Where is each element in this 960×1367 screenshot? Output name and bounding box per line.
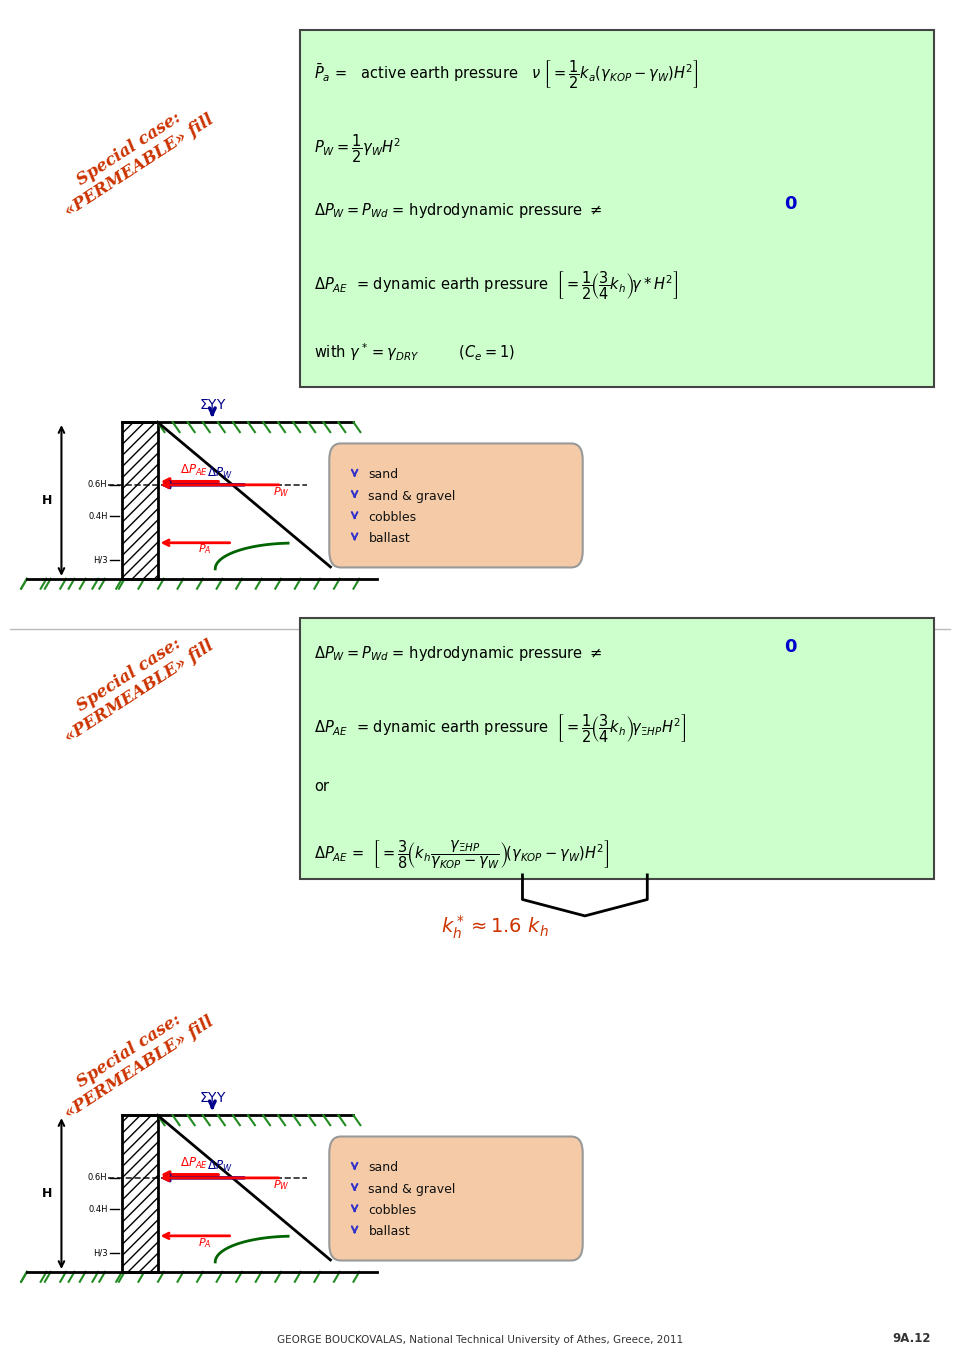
Text: $\Delta P_{AE}$  = dynamic earth pressure  $\left[=\dfrac{1}{2}\!\left(\dfrac{3}: $\Delta P_{AE}$ = dynamic earth pressure… xyxy=(314,269,679,302)
FancyBboxPatch shape xyxy=(329,443,583,567)
Text: H/3: H/3 xyxy=(93,1248,108,1258)
Text: $\Delta P_W$: $\Delta P_W$ xyxy=(206,466,232,481)
Text: GEORGE BOUCKOVALAS, National Technical University of Athes, Greece, 2011: GEORGE BOUCKOVALAS, National Technical U… xyxy=(276,1336,684,1345)
Text: with $\gamma^* = \gamma_{DRY}$         $(C_e = 1)$: with $\gamma^* = \gamma_{DRY}$ $(C_e = 1… xyxy=(314,342,515,364)
Text: $P_A$: $P_A$ xyxy=(198,1236,211,1249)
Text: $\Delta P_{AE}$ =  $\left[=\dfrac{3}{8}\!\left(k_h\dfrac{\gamma_{\Xi HP}}{\gamma: $\Delta P_{AE}$ = $\left[=\dfrac{3}{8}\!… xyxy=(314,838,610,871)
Text: $P_A$: $P_A$ xyxy=(198,543,211,556)
Text: $\mathbf{0}$: $\mathbf{0}$ xyxy=(784,638,798,656)
Text: H/3: H/3 xyxy=(93,555,108,565)
Text: Special case:
«PERMEABLE» fill: Special case: «PERMEABLE» fill xyxy=(52,94,217,220)
Text: 0.4H: 0.4H xyxy=(88,1204,108,1214)
FancyBboxPatch shape xyxy=(300,30,934,387)
Text: ballast: ballast xyxy=(369,532,410,545)
Text: sand & gravel: sand & gravel xyxy=(369,489,456,503)
Text: sand: sand xyxy=(369,469,398,481)
Text: $\Delta P_{AE}$: $\Delta P_{AE}$ xyxy=(180,463,207,478)
Text: H: H xyxy=(42,1187,52,1200)
Text: $\bar{P}_a$ =   active earth pressure   $\nu$ $\left[=\dfrac{1}{2}k_a(\gamma_{KO: $\bar{P}_a$ = active earth pressure $\nu… xyxy=(314,59,699,92)
Text: $\Sigma\Upsilon\Upsilon$: $\Sigma\Upsilon\Upsilon$ xyxy=(199,398,227,413)
Text: $P_W = \dfrac{1}{2}\gamma_W H^2$: $P_W = \dfrac{1}{2}\gamma_W H^2$ xyxy=(314,133,401,165)
Text: sand & gravel: sand & gravel xyxy=(369,1182,456,1196)
Text: $P_W$: $P_W$ xyxy=(273,485,290,499)
Text: $P_W$: $P_W$ xyxy=(273,1178,290,1192)
Text: $\Delta P_{AE}$  = dynamic earth pressure  $\left[=\dfrac{1}{2}\!\left(\dfrac{3}: $\Delta P_{AE}$ = dynamic earth pressure… xyxy=(314,712,686,745)
Text: sand: sand xyxy=(369,1162,398,1174)
FancyBboxPatch shape xyxy=(329,1136,583,1260)
Text: $\mathbf{0}$: $\mathbf{0}$ xyxy=(784,195,798,213)
Text: $k_h^* \approx 1.6\ k_h$: $k_h^* \approx 1.6\ k_h$ xyxy=(441,913,548,940)
Text: 9A.12: 9A.12 xyxy=(893,1331,931,1345)
Text: or: or xyxy=(314,779,329,794)
Bar xyxy=(122,1115,157,1271)
Text: H: H xyxy=(42,493,52,507)
Text: 0.6H: 0.6H xyxy=(88,1173,108,1182)
Text: 0.6H: 0.6H xyxy=(88,480,108,489)
Bar xyxy=(122,422,157,578)
Text: cobbles: cobbles xyxy=(369,511,417,524)
Text: ballast: ballast xyxy=(369,1225,410,1239)
Text: $\Delta P_W = P_{Wd}$ = hydrodynamic pressure $\neq$: $\Delta P_W = P_{Wd}$ = hydrodynamic pre… xyxy=(314,644,607,663)
Text: cobbles: cobbles xyxy=(369,1204,417,1217)
Text: Special case:
«PERMEABLE» fill: Special case: «PERMEABLE» fill xyxy=(52,997,217,1122)
Text: $\Delta P_W$: $\Delta P_W$ xyxy=(206,1159,232,1174)
Text: Special case:
«PERMEABLE» fill: Special case: «PERMEABLE» fill xyxy=(52,621,217,746)
Text: 0.4H: 0.4H xyxy=(88,511,108,521)
Text: $\Delta P_{AE}$: $\Delta P_{AE}$ xyxy=(180,1156,207,1172)
Text: $\Sigma\Upsilon\Upsilon$: $\Sigma\Upsilon\Upsilon$ xyxy=(199,1091,227,1106)
Text: $\Delta P_W = P_{Wd}$ = hydrodynamic pressure $\neq$: $\Delta P_W = P_{Wd}$ = hydrodynamic pre… xyxy=(314,201,607,220)
FancyBboxPatch shape xyxy=(300,618,934,879)
